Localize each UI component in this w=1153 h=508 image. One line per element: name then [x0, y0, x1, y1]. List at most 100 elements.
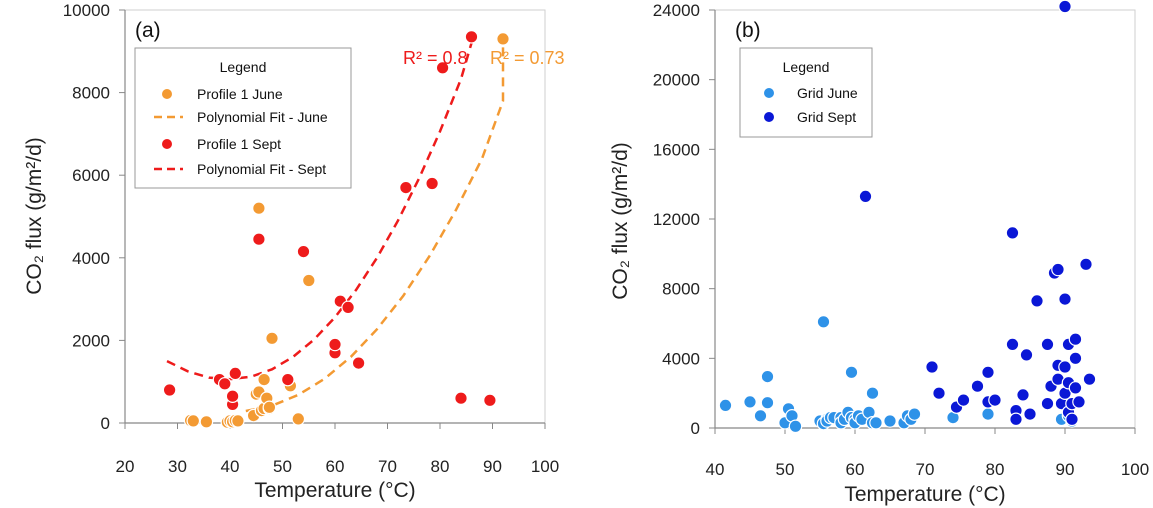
data-point-profile-1-june	[301, 273, 316, 288]
panel-b-y-axis-label: CO₂ flux (g/m²/d)	[609, 142, 632, 300]
data-point-profile-1-june	[252, 201, 266, 215]
data-point-grid-sept	[1058, 0, 1072, 14]
data-point-grid-sept	[1058, 292, 1072, 306]
data-point-profile-1-june	[199, 414, 214, 429]
panel-a-y-tick-label: 8000	[72, 84, 110, 103]
data-point-profile-1-sept	[296, 244, 311, 259]
data-point-profile-1-sept	[328, 337, 342, 352]
data-point-grid-june	[753, 408, 768, 423]
data-point-profile-1-june	[231, 414, 245, 428]
data-point-grid-june	[760, 395, 775, 410]
data-point-profile-1-sept	[280, 372, 295, 387]
panel-a-x-tick-label: 70	[378, 457, 397, 476]
data-point-profile-1-sept	[399, 180, 413, 195]
panel-a-x-axis-label: Temperature (°C)	[254, 479, 415, 502]
panel-b-y-tick-label: 16000	[653, 140, 700, 159]
data-point-grid-sept	[1005, 226, 1020, 240]
data-point-grid-june	[718, 398, 733, 413]
panel-b-y-tick-label: 24000	[653, 1, 700, 20]
data-point-grid-june	[743, 395, 757, 409]
r2-sept-annotation: R² = 0.8	[403, 48, 468, 68]
panel-b-y-tick-label: 20000	[653, 71, 700, 90]
data-point-grid-sept	[1068, 351, 1083, 366]
fit-line-polynomial-fit-sept	[166, 42, 473, 381]
data-point-profile-1-sept	[351, 356, 366, 370]
panel-a-x-tick-label: 90	[483, 457, 502, 476]
panel-a-y-tick-label: 0	[101, 414, 110, 433]
panel-b-x-tick-label: 50	[776, 460, 795, 479]
panel-b-legend-title: Legend	[783, 59, 830, 75]
data-point-profile-1-sept	[341, 300, 355, 315]
data-point-profile-1-june	[265, 331, 279, 346]
data-point-grid-sept	[1058, 360, 1072, 374]
panel-a-x-tick-label: 60	[326, 457, 345, 476]
panel-b-legend-box	[739, 47, 873, 138]
data-point-profile-1-sept	[425, 176, 439, 191]
data-point-profile-1-sept	[162, 383, 177, 397]
legend-label-grid-june: Grid June	[797, 85, 858, 101]
data-point-profile-1-sept	[483, 393, 497, 408]
data-point-grid-sept	[1040, 337, 1055, 352]
legend-label-grid-sept: Grid Sept	[797, 109, 856, 125]
data-point-grid-sept	[970, 379, 985, 393]
data-point-grid-sept	[956, 393, 971, 407]
data-point-profile-1-sept	[225, 389, 240, 403]
data-point-grid-sept	[932, 386, 946, 400]
data-point-grid-sept	[1030, 294, 1044, 308]
panel-a-x-tick-label: 20	[116, 457, 135, 476]
panel-a-x-tick-label: 100	[531, 457, 559, 476]
panel-b-x-axis-label: Temperature (°C)	[844, 483, 1005, 506]
data-point-profile-1-june	[496, 32, 510, 46]
data-point-grid-sept	[1079, 257, 1093, 272]
data-point-profile-1-sept	[454, 391, 468, 405]
data-point-profile-1-sept	[228, 366, 243, 381]
data-point-profile-1-sept	[218, 376, 232, 391]
data-point-profile-1-june	[186, 414, 201, 428]
panel-a-x-tick-label: 30	[168, 457, 187, 476]
data-point-grid-june	[907, 407, 922, 421]
fit-line-polynomial-fit-june	[245, 41, 505, 413]
data-point-grid-june	[981, 407, 995, 421]
data-point-grid-june	[760, 369, 775, 384]
data-point-grid-sept	[1040, 396, 1055, 411]
panel-b-legend: Legend Grid June Grid Sept	[739, 47, 873, 138]
panel-a-y-tick-label: 2000	[72, 331, 110, 350]
legend-marker-sept	[162, 139, 172, 149]
data-point-profile-1-sept	[252, 232, 266, 246]
data-point-grid-june	[844, 365, 859, 380]
panel-a-y-tick-label: 6000	[72, 166, 110, 185]
data-point-grid-sept	[1072, 395, 1086, 409]
data-point-grid-june	[869, 415, 883, 430]
data-point-grid-sept	[1068, 381, 1083, 395]
data-point-grid-sept	[1068, 332, 1083, 346]
data-point-grid-june	[816, 314, 831, 329]
data-point-grid-sept	[988, 393, 1002, 407]
data-point-grid-sept	[1082, 372, 1097, 386]
data-point-grid-sept	[1005, 337, 1020, 352]
data-point-grid-sept	[981, 365, 995, 380]
panel-a-y-tick-label: 10000	[63, 1, 110, 20]
panel-b-x-tick-label: 80	[986, 460, 1005, 479]
legend-marker-june	[162, 89, 172, 99]
data-point-grid-june	[883, 414, 897, 428]
legend-label-fit-sept: Polynomial Fit - Sept	[197, 161, 326, 177]
panel-b-y-tick-label: 8000	[662, 280, 700, 299]
data-point-grid-sept	[1016, 388, 1030, 402]
panel-b-x-tick-label: 100	[1121, 460, 1149, 479]
r2-june-annotation: R² = 0.73	[490, 48, 565, 68]
panel-a-label: (a)	[135, 19, 161, 42]
panel-a-y-tick-label: 4000	[72, 249, 110, 268]
data-point-profile-1-june	[257, 372, 271, 387]
data-point-grid-sept	[1009, 412, 1023, 427]
data-point-grid-sept	[858, 189, 873, 204]
data-point-profile-1-june	[262, 400, 277, 415]
panel-a-legend: Legend Profile 1 June Polynomial Fit - J…	[134, 47, 352, 189]
panel-a-x-tick-label: 50	[273, 457, 292, 476]
data-point-grid-sept	[925, 360, 939, 374]
data-point-grid-sept	[1019, 348, 1034, 362]
panel-a-x-tick-label: 80	[431, 457, 450, 476]
legend-marker-grid-sept	[764, 112, 774, 122]
data-point-profile-1-june	[291, 412, 306, 426]
panel-b: 40 50 60 70 80 90 100 0 4000 8000 12000 16000 20000 2…	[609, 0, 1149, 506]
